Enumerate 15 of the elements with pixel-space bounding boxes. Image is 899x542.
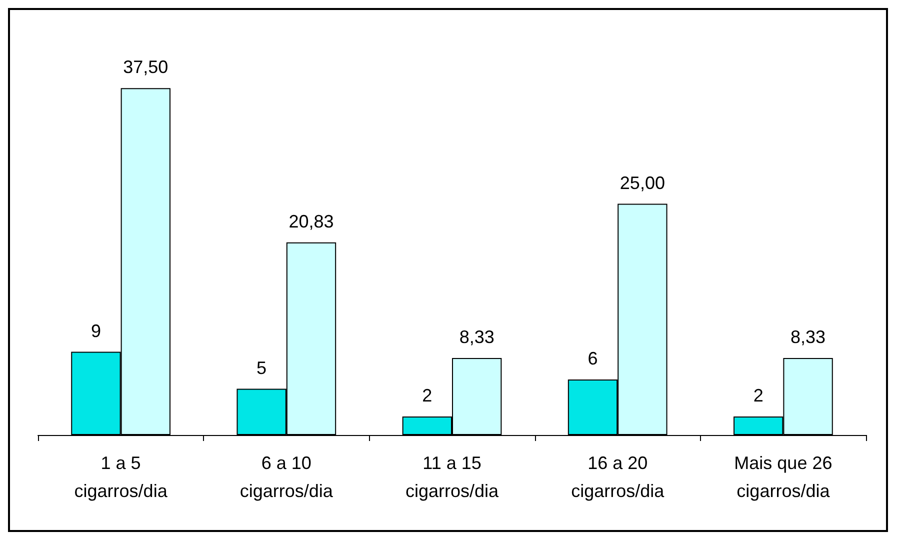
x-tick-label: 6 a 10 cigarros/dia xyxy=(240,453,334,501)
data-label: 8,33 xyxy=(459,326,494,347)
data-label: 6 xyxy=(588,348,598,368)
data-label: 25,00 xyxy=(620,172,665,193)
x-tick-label: 16 a 20 cigarros/dia xyxy=(571,453,666,501)
x-tick-label: 1 a 5 cigarros/dia xyxy=(74,453,168,501)
data-label: 2 xyxy=(422,386,432,406)
data-label: 9 xyxy=(90,320,101,341)
data-label: 5 xyxy=(256,358,267,378)
data-label: 20,83 xyxy=(288,211,334,232)
data-label: 37,50 xyxy=(123,57,168,78)
data-label: 2 xyxy=(753,386,764,406)
x-tick-label: Mais que 26 cigarros/dia xyxy=(734,453,832,501)
x-tick-label: 11 a 15 cigarros/dia xyxy=(405,453,500,501)
data-label: 8,33 xyxy=(790,326,826,347)
